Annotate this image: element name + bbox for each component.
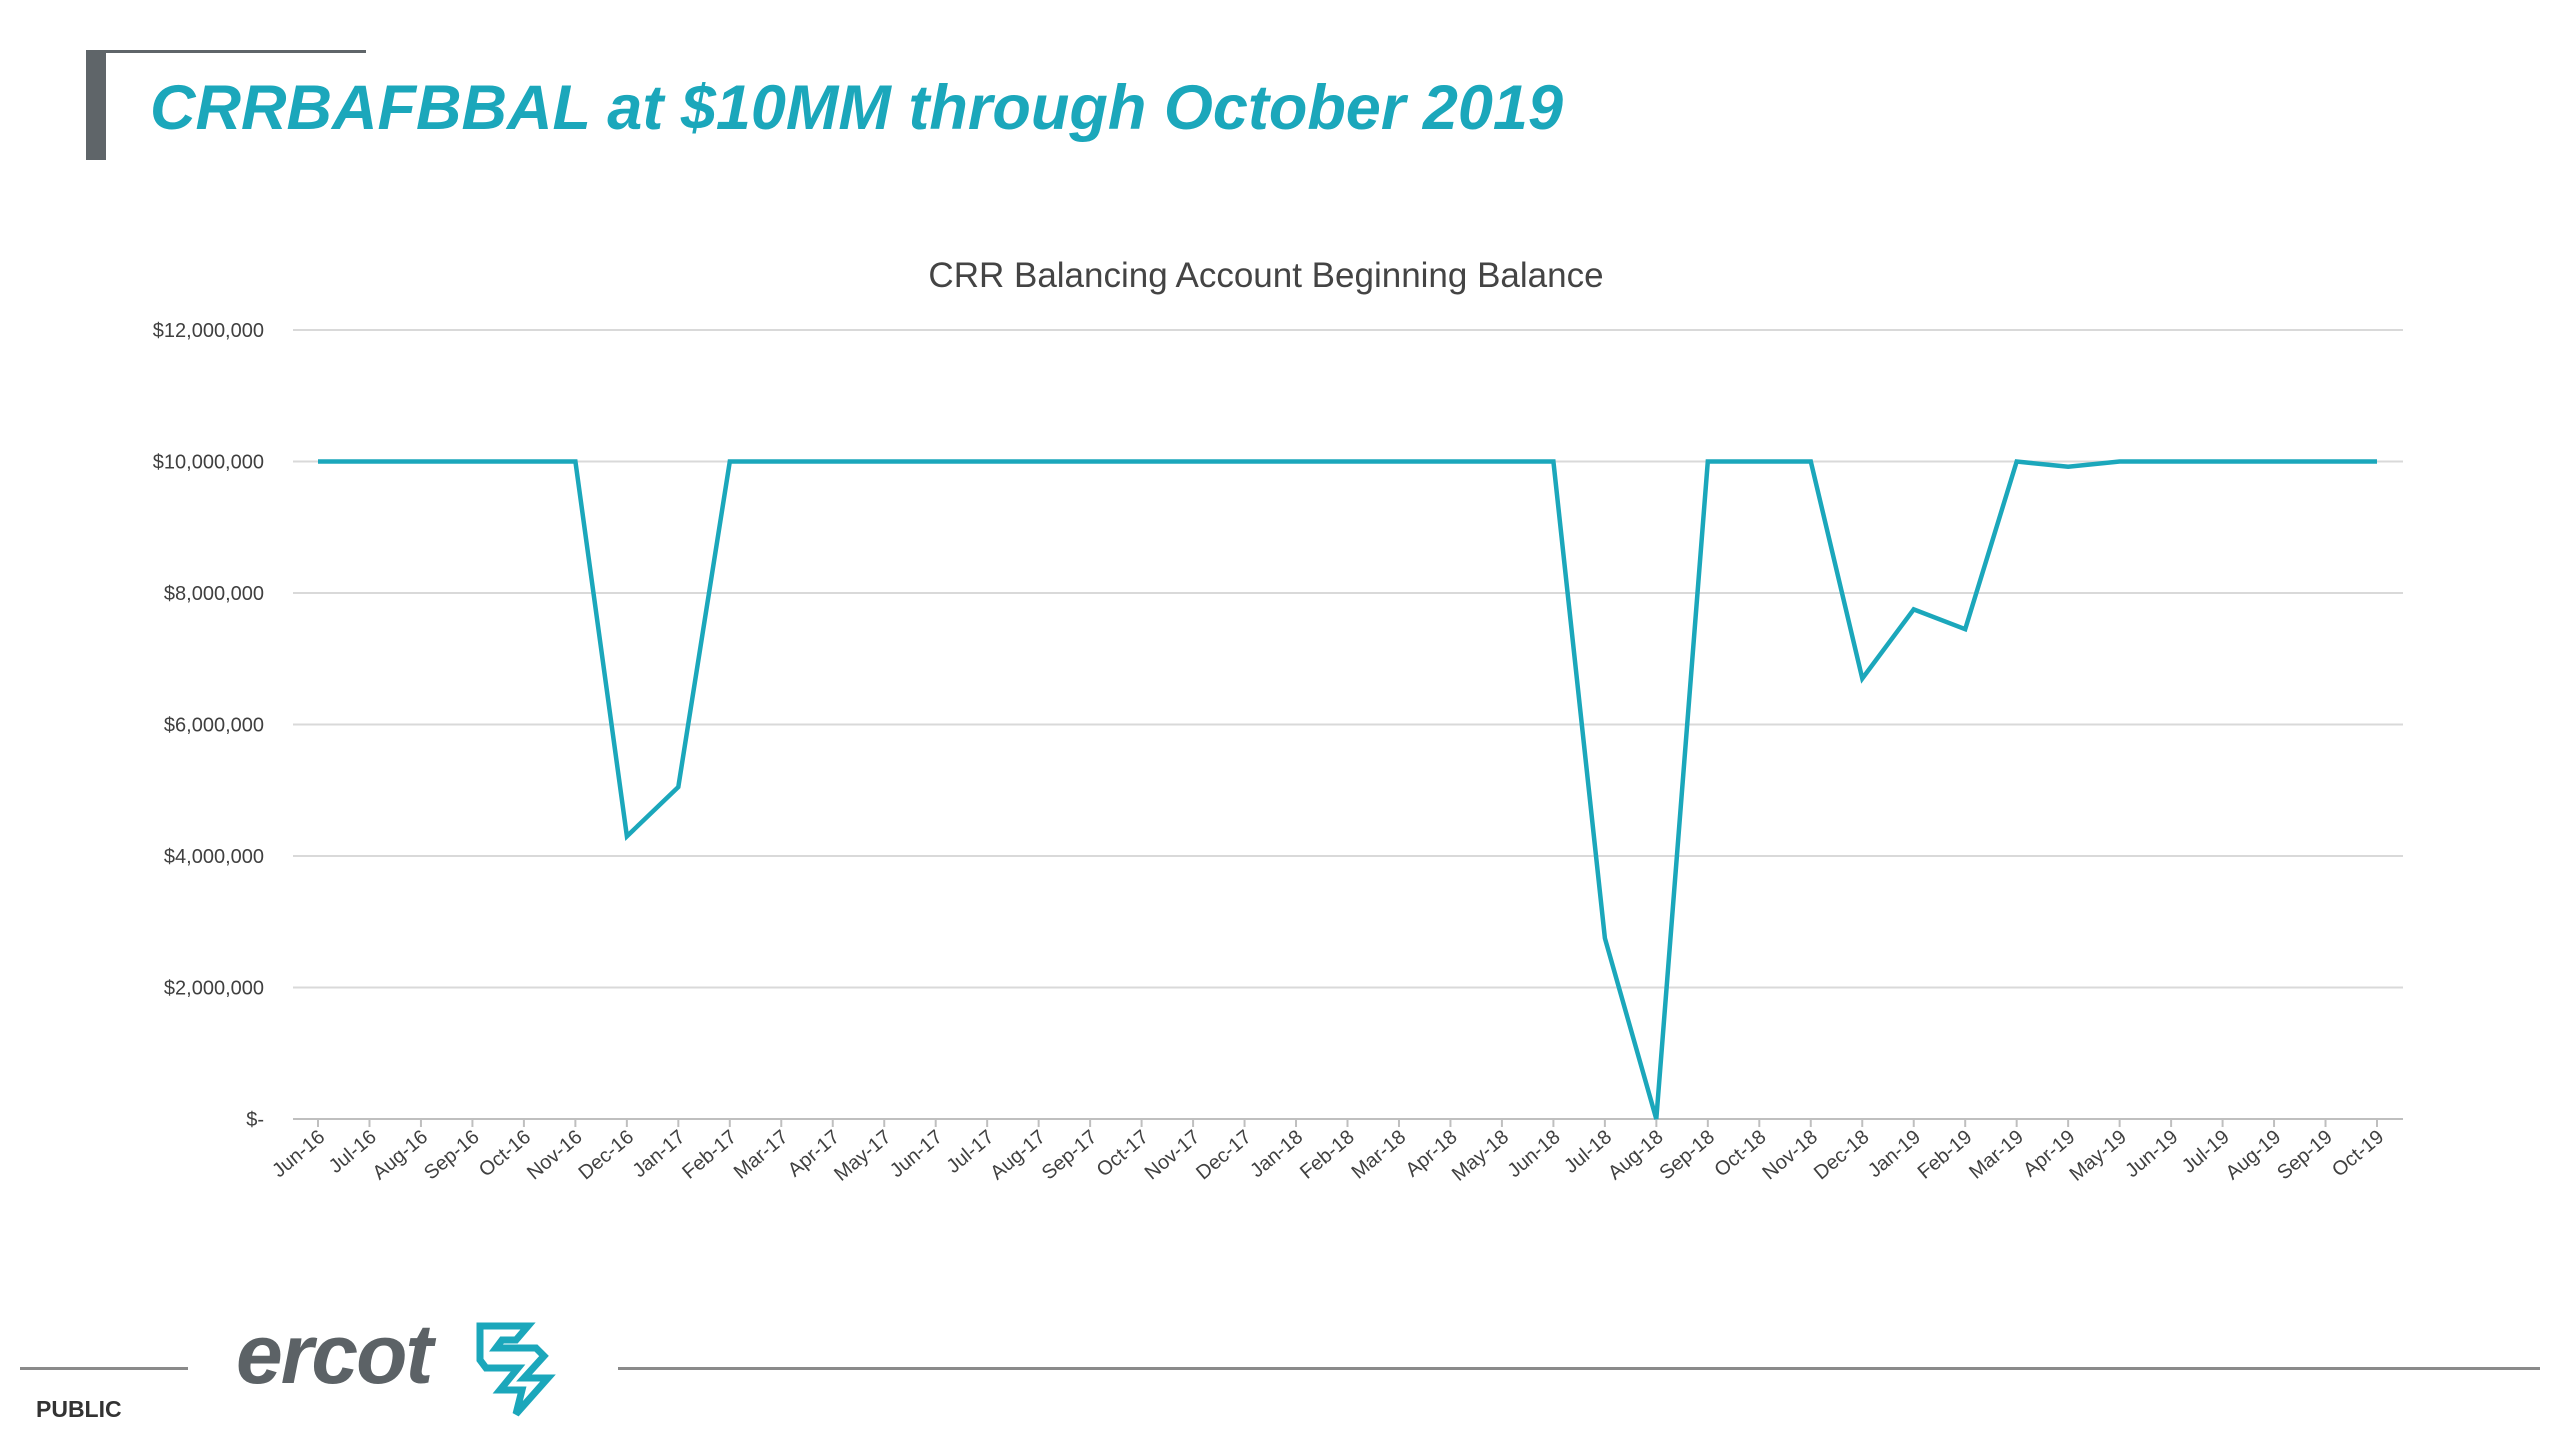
x-tick-label: Jun-17 <box>886 1126 947 1182</box>
x-tick-label: Feb-17 <box>678 1126 741 1184</box>
x-tick-label: Jun-19 <box>2121 1126 2182 1182</box>
ercot-logo-wordmark: ercot <box>236 1307 433 1401</box>
series-line <box>318 459 2377 1120</box>
x-tick-label: May-19 <box>2066 1126 2131 1186</box>
y-tick-label: $2,000,000 <box>164 978 264 1000</box>
y-axis: $- $2,000,000 $4,000,000 $6,000,000 $8,000,0… <box>153 320 264 1131</box>
x-tick-label: Jun-16 <box>268 1126 329 1182</box>
x-tick-label: Mar-17 <box>730 1126 793 1184</box>
y-tick-label: $- <box>246 1109 264 1131</box>
x-tick-label: Aug-19 <box>2222 1126 2286 1184</box>
title-accent-line <box>86 50 366 53</box>
x-tick-label: Aug-17 <box>986 1126 1050 1184</box>
footer-divider-right <box>618 1367 2540 1370</box>
x-tick-label: Oct-17 <box>1093 1126 1153 1181</box>
slide-title: CRRBAFBBAL at $10MM through October 2019 <box>150 73 1564 143</box>
chart-title: CRR Balancing Account Beginning Balance <box>928 256 1603 295</box>
x-tick-label: May-18 <box>1448 1126 1513 1186</box>
y-tick-label: $10,000,000 <box>153 452 264 474</box>
x-tick-label: Aug-16 <box>369 1126 433 1184</box>
x-tick-label: Sep-17 <box>1038 1126 1102 1184</box>
x-tick-label: Oct-18 <box>1710 1126 1770 1181</box>
y-tick-label: $12,000,000 <box>153 320 264 342</box>
x-tick-label: Aug-18 <box>1604 1126 1668 1184</box>
x-tick-label: Jun-18 <box>1504 1126 1565 1182</box>
classification-label: PUBLIC <box>36 1396 122 1422</box>
line-chart: CRR Balancing Account Beginning Balance … <box>153 256 2403 1186</box>
series <box>318 459 2377 1120</box>
x-tick-label: Mar-19 <box>1965 1126 2028 1184</box>
x-tick-label: Dec-16 <box>575 1126 639 1184</box>
x-tick-label: Nov-16 <box>523 1126 587 1184</box>
y-tick-label: $4,000,000 <box>164 846 264 868</box>
x-tick-label: Jan-17 <box>629 1126 690 1182</box>
x-tick-label: Dec-17 <box>1192 1126 1256 1184</box>
x-tick-label: Dec-18 <box>1810 1126 1874 1184</box>
x-tick-label: Jan-19 <box>1864 1126 1925 1182</box>
y-tick-label: $8,000,000 <box>164 583 264 605</box>
x-tick-label: Nov-18 <box>1758 1126 1822 1184</box>
x-tick-label: Mar-18 <box>1348 1126 1411 1184</box>
x-tick-label: Oct-16 <box>475 1126 535 1181</box>
x-tick-label: May-17 <box>830 1126 895 1186</box>
footer-divider-left <box>20 1367 188 1370</box>
ercot-logo-icon <box>476 1322 556 1417</box>
x-tick-label: Feb-18 <box>1296 1126 1359 1184</box>
x-tick-label: Nov-17 <box>1141 1126 1205 1184</box>
x-tick-label: Jan-18 <box>1246 1126 1307 1182</box>
x-tick-label: Sep-19 <box>2273 1126 2337 1184</box>
x-tick-label: Sep-18 <box>1655 1126 1719 1184</box>
x-tick-label: Sep-16 <box>420 1126 484 1184</box>
x-axis: Jun-16Jul-16Aug-16Sep-16Oct-16Nov-16Dec-… <box>268 1119 2388 1186</box>
title-accent-bar <box>86 50 106 160</box>
x-tick-label: Feb-19 <box>1914 1126 1977 1184</box>
x-tick-label: Oct-19 <box>2328 1126 2388 1181</box>
y-tick-label: $6,000,000 <box>164 715 264 737</box>
